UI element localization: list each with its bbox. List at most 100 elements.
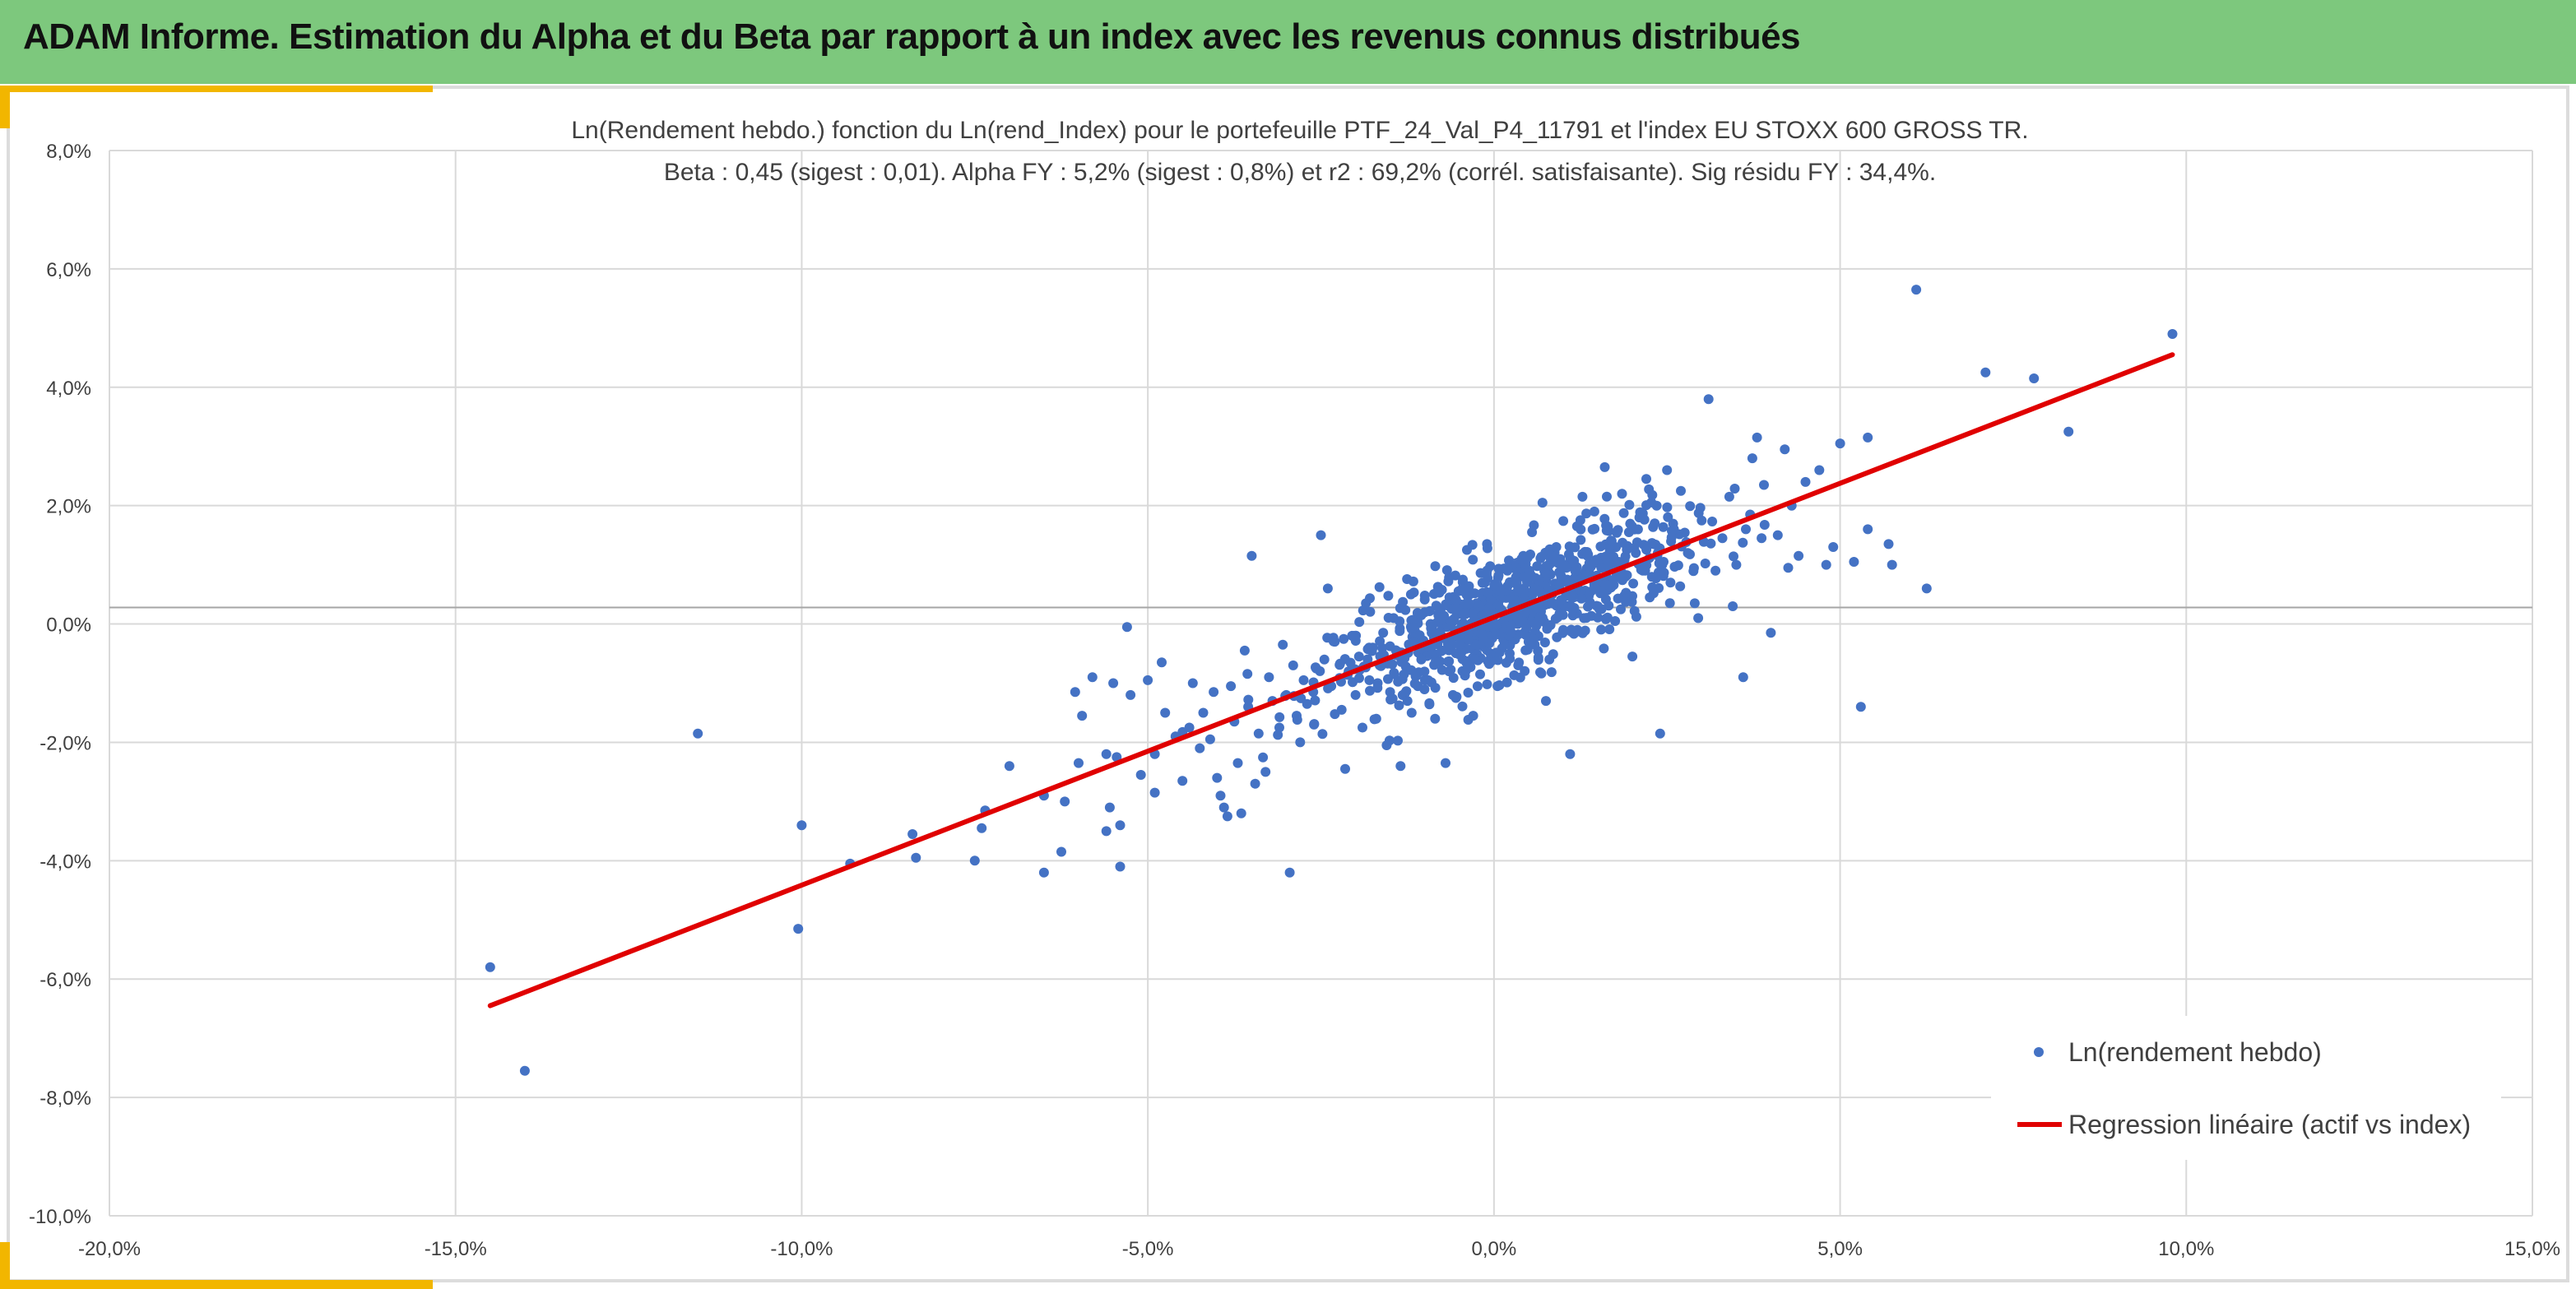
scatter-point	[1520, 607, 1530, 618]
scatter-point	[1509, 670, 1520, 680]
scatter-point	[1565, 600, 1576, 610]
scatter-point	[1613, 557, 1624, 567]
scatter-point	[1309, 719, 1320, 730]
scatter-point	[1409, 637, 1420, 647]
x-tick-label: 15,0%	[2504, 1238, 2560, 1260]
scatter-point	[1617, 489, 1627, 499]
scatter-point	[1747, 453, 1757, 464]
scatter-point	[1593, 601, 1604, 611]
scatter-point	[1354, 617, 1365, 628]
scatter-point	[1157, 657, 1167, 668]
scatter-point	[1243, 694, 1254, 705]
scatter-point	[1683, 548, 1693, 559]
scatter-point	[1496, 587, 1506, 596]
scatter-point	[1729, 484, 1740, 494]
scatter-point	[1759, 520, 1770, 530]
scatter-point	[1126, 689, 1136, 700]
scatter-point	[1430, 713, 1441, 724]
scatter-point	[1204, 734, 1215, 744]
scatter-point	[1406, 665, 1417, 675]
legend-marker-scatter	[2034, 1047, 2044, 1057]
scatter-point	[1590, 523, 1600, 534]
x-tick-label: -5,0%	[1122, 1238, 1174, 1260]
scatter-point	[1577, 491, 1588, 502]
accent-bar-top	[0, 86, 433, 92]
scatter-point	[1457, 701, 1468, 712]
scatter-point	[1212, 772, 1223, 783]
scatter-point	[1618, 508, 1629, 518]
scatter-point	[1835, 438, 1845, 449]
scatter-point	[1469, 588, 1480, 599]
y-tick-label: -10,0%	[29, 1206, 91, 1228]
scatter-point	[1215, 791, 1226, 801]
scatter-point	[1582, 550, 1593, 561]
scatter-point	[1430, 561, 1441, 572]
scatter-point	[1523, 637, 1534, 647]
scatter-point	[1454, 639, 1464, 650]
scatter-point	[1738, 537, 1748, 548]
scatter-point	[2029, 373, 2040, 383]
scatter-point	[1339, 654, 1350, 665]
scatter-point	[1383, 591, 1394, 601]
scatter-point	[1738, 672, 1748, 683]
scatter-point	[1887, 559, 1897, 570]
scatter-point	[1511, 577, 1522, 588]
scatter-point	[1646, 572, 1657, 582]
scatter-point	[1541, 568, 1551, 579]
scatter-point	[1070, 687, 1080, 698]
scatter-point	[1849, 557, 1859, 567]
scatter-point	[1599, 643, 1609, 654]
scatter-point	[1478, 633, 1489, 644]
scatter-point	[1596, 563, 1607, 573]
scatter-point	[1883, 539, 1894, 549]
scatter-point	[1115, 861, 1126, 872]
scatter-point	[1828, 542, 1839, 552]
scatter-point	[1631, 548, 1641, 559]
scatter-point	[1644, 484, 1655, 494]
scatter-point	[1317, 729, 1328, 740]
scatter-point	[1641, 474, 1651, 485]
scatter-point	[1717, 533, 1728, 544]
scatter-point	[1441, 565, 1452, 576]
scatter-point	[519, 1065, 530, 1076]
scatter-point	[1468, 711, 1478, 721]
accent-bar-left-bottom	[0, 1242, 10, 1289]
scatter-point	[1510, 595, 1520, 605]
scatter-point	[1250, 778, 1260, 789]
scatter-point	[1195, 743, 1205, 753]
scatter-point	[1505, 648, 1515, 659]
regression-line	[487, 352, 2175, 1008]
axis-labels: -20,0% -15,0% -10,0% -5,0% 0,0% 5,0% 10,0% 15,0…	[29, 141, 2560, 1260]
scatter-point	[1645, 592, 1655, 603]
scatter-point	[1729, 551, 1738, 562]
scatter-point	[1566, 626, 1576, 637]
scatter-point	[1570, 566, 1580, 576]
scatter-point	[1499, 639, 1510, 650]
x-tick-label: -10,0%	[770, 1238, 833, 1260]
scatter-point	[1395, 626, 1405, 637]
scatter-point	[1539, 638, 1550, 647]
scatter-point	[1783, 563, 1794, 573]
scatter-point	[1288, 660, 1298, 670]
scatter-point	[1413, 681, 1423, 692]
scatter-point	[1447, 616, 1458, 626]
scatter-point	[1596, 624, 1607, 635]
scatter-point	[693, 728, 703, 739]
scatter-point	[1600, 614, 1611, 624]
scatter-point	[2063, 426, 2074, 437]
scatter-point	[1365, 606, 1376, 617]
scatter-point	[1441, 758, 1450, 768]
scatter-point	[1393, 735, 1403, 746]
scatter-point	[1074, 758, 1084, 768]
scatter-point	[1319, 654, 1330, 665]
scatter-point	[1316, 530, 1326, 540]
scatter-point	[911, 852, 921, 863]
scatter-point	[1557, 610, 1568, 620]
scatter-point	[1550, 551, 1561, 562]
scatter-point	[1450, 595, 1461, 605]
scatter-point	[1108, 678, 1119, 689]
scatter-point	[1439, 610, 1450, 621]
scatter-point	[1911, 285, 1922, 295]
scatter-point	[1568, 592, 1579, 603]
